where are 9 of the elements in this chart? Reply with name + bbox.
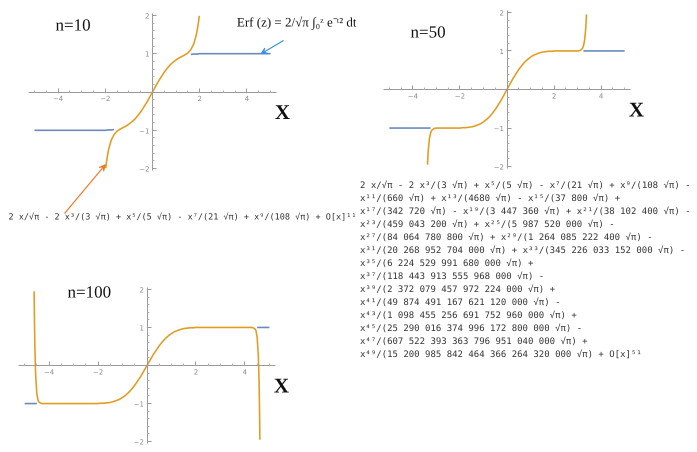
chart-title: n=100 — [68, 282, 112, 302]
x-axis-title: X — [274, 100, 290, 124]
annotation: 2 x/√π - 2 x³/(3 √π) + x⁵/(5 √π) - x⁷/(21 √π) + x⁹/(108 √π) + O[x]¹¹ — [8, 212, 356, 222]
annotation: Erf (z) = 2/√π ∫₀ᶻ e⁻ᵗ² dt — [236, 14, 357, 30]
chart-title: n=10 — [56, 16, 91, 34]
x-axis-title: X — [274, 374, 290, 398]
text: 2 x/√π - 2 x³/(3 √π) + x⁵/(5 √π) - x⁷/(21 √π) + x⁹/(108 √π) - x¹¹/(660 √π) + x¹³/(4680 √π) - x¹⁵/(37 800 √π) + x¹⁷/(342 720 √π) - x¹⁹/(3 447 360 √π) + x²¹/(38 102 400 √π) - x²³/(459 043 200 √π) + x²⁵/(5 987 520 000 √π) - x²⁷/(84 064 780 800 √π) + x²⁹/(1 264 085 222 400 √π) - x³¹/(20 268 952 704 000 √π) + x³³/(345 226 033 152 000 √π) - x³⁵/(6 224 529 991 680 000 √π) + x³⁷/(118 443 913 555 968 000 √π) - x³⁹/(2 372 079 457 972 224 000 √π) + x⁴¹/(49 874 491 167 621 120 000 √π) - x⁴³/(1 098 455 256 691 752 960 000 √π) + x⁴⁵/(25 290 016 374 996 172 800 000 √π) - x⁴⁷/(607 522 393 363 796 951 040 000 √π) + x⁴⁹/(15 200 985 842 464 366 264 320 000 √π) + O[x]⁵¹ — [360, 181, 691, 360]
text: n=50 — [410, 22, 446, 42]
x-axis-title: X — [628, 98, 644, 122]
